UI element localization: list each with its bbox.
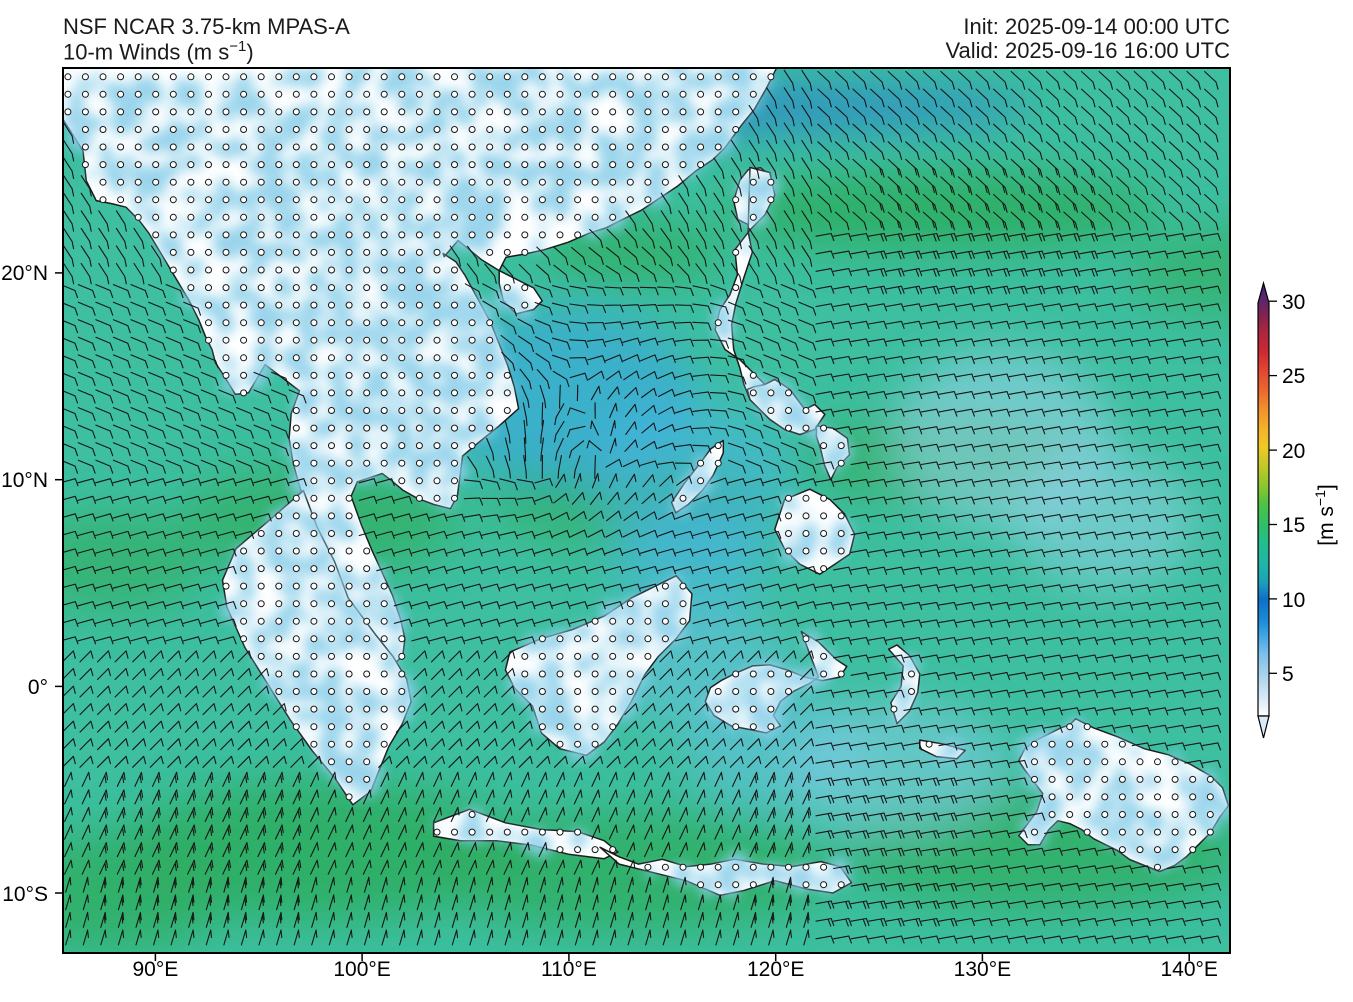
svg-text:25: 25 xyxy=(1282,365,1305,388)
svg-text:[m s−1]: [m s−1] xyxy=(1312,484,1338,545)
svg-text:20: 20 xyxy=(1282,440,1305,463)
svg-text:10: 10 xyxy=(1282,589,1305,612)
svg-text:5: 5 xyxy=(1282,663,1294,686)
svg-text:15: 15 xyxy=(1282,514,1305,537)
svg-text:30: 30 xyxy=(1282,291,1305,314)
